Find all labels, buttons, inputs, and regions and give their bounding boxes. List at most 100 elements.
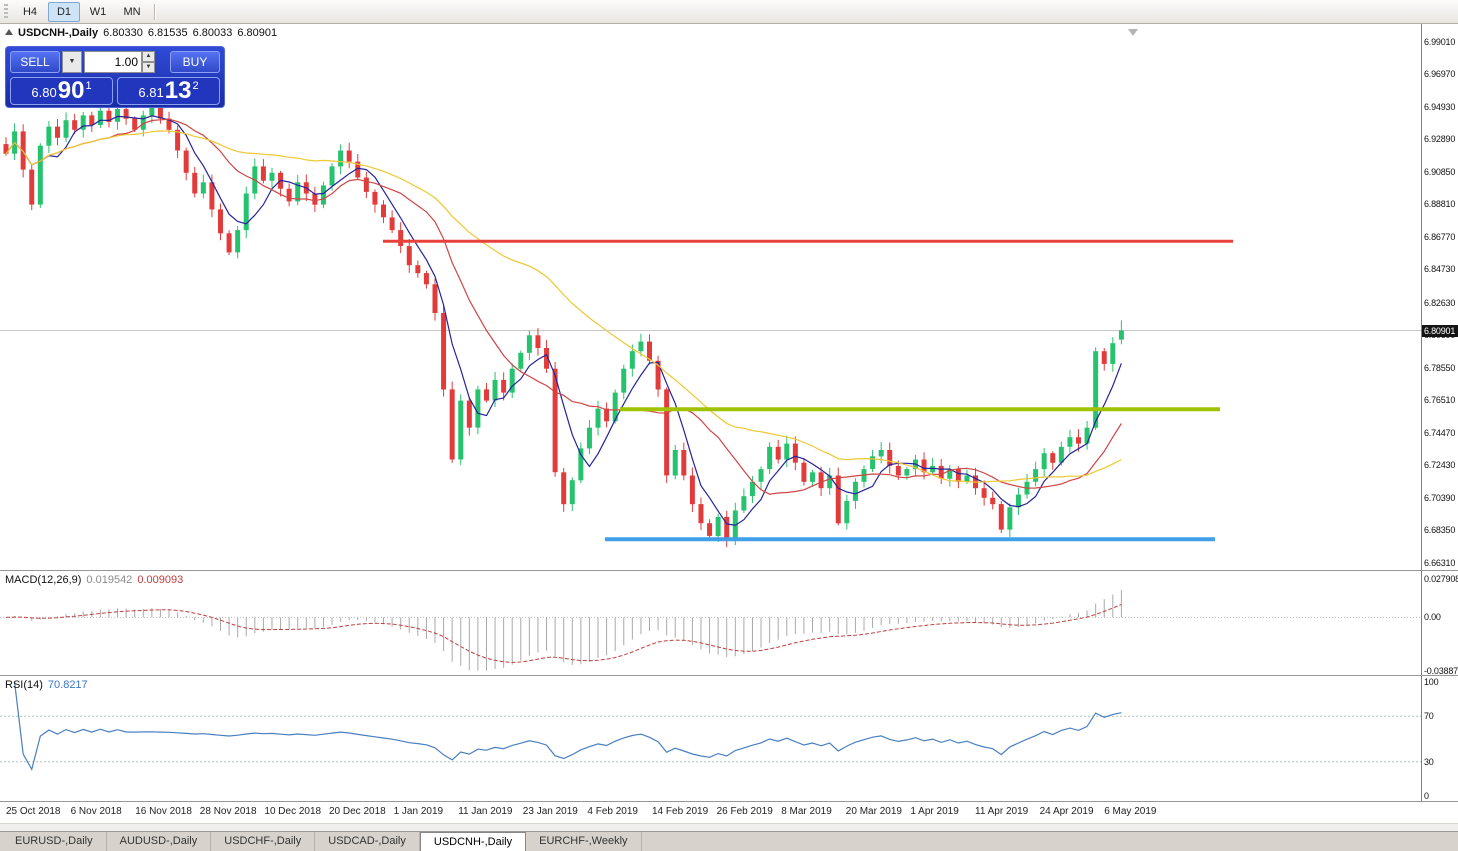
time-axis-label: 6 May 2019 bbox=[1104, 806, 1157, 817]
tab-audusd[interactable]: AUDUSD-,Daily bbox=[107, 832, 212, 851]
time-axis-label: 1 Jan 2019 bbox=[393, 806, 444, 817]
volume-dropdown-button[interactable]: ▼ bbox=[62, 51, 82, 73]
price-axis-label: 6.78550 bbox=[1424, 362, 1456, 373]
timeframe-toolbar: H4 D1 W1 MN bbox=[0, 0, 1458, 24]
time-axis-label: 16 Nov 2018 bbox=[135, 806, 192, 817]
timeframe-w1-button[interactable]: W1 bbox=[89, 5, 107, 18]
time-axis-label: 14 Feb 2019 bbox=[652, 806, 709, 817]
macd-label: MACD(12,26,9) bbox=[5, 574, 82, 586]
sell-price-pips: 90 bbox=[57, 77, 85, 104]
macd-axis-label: -0.03887 bbox=[1424, 666, 1458, 676]
rsi-axis-label: 100 bbox=[1424, 677, 1439, 687]
price-axis-label: 6.84730 bbox=[1424, 264, 1456, 275]
time-axis-label: 10 Dec 2018 bbox=[264, 806, 322, 817]
ohlc-low: 6.80033 bbox=[192, 27, 233, 39]
price-axis-label: 6.66310 bbox=[1424, 557, 1456, 568]
tab-usdcnh[interactable]: USDCNH-,Daily bbox=[419, 832, 527, 851]
rsi-axis-label: 70 bbox=[1424, 711, 1434, 722]
chart-shift-marker[interactable] bbox=[1128, 29, 1138, 36]
rsi-header: RSI(14) 70.8217 bbox=[5, 679, 93, 691]
tab-eurchf[interactable]: EURCHF-,Weekly bbox=[526, 832, 642, 851]
macd-value-signal: 0.009093 bbox=[137, 574, 184, 586]
timeframe-buttons: H4 D1 W1 MN bbox=[13, 1, 149, 22]
macd-panel: MACD(12,26,9) 0.019542 0.009093 0.027908 0.… bbox=[0, 570, 1458, 676]
one-click-collapse-icon[interactable] bbox=[5, 29, 13, 35]
tab-usdchf[interactable]: USDCHF-,Daily bbox=[211, 832, 316, 851]
current-price-tag: 6.80901 bbox=[1422, 324, 1458, 337]
ohlc-high: 6.81535 bbox=[147, 27, 188, 39]
buy-button[interactable]: BUY bbox=[170, 51, 220, 73]
time-axis-label: 25 Oct 2018 bbox=[6, 806, 61, 817]
main-chart-panel: USDCNH-,Daily 6.80330 6.81535 6.80033 6.8090… bbox=[0, 24, 1458, 570]
rsi-axis[interactable]: 100 70 30 0 bbox=[1421, 676, 1458, 801]
volume-input[interactable] bbox=[84, 51, 142, 73]
rsi-chart[interactable] bbox=[0, 676, 1421, 802]
time-axis-label: 20 Mar 2019 bbox=[845, 806, 902, 817]
time-axis-label: 6 Nov 2018 bbox=[70, 806, 122, 817]
price-axis[interactable]: 6.99010 6.96970 6.94930 6.92890 6.90850 6.888… bbox=[1421, 24, 1458, 570]
time-axis-label: 4 Feb 2019 bbox=[587, 806, 638, 817]
candlestick-chart[interactable] bbox=[0, 24, 1421, 570]
time-axis-label: 20 Dec 2018 bbox=[329, 806, 386, 817]
macd-header: MACD(12,26,9) 0.019542 0.009093 bbox=[5, 574, 188, 586]
rsi-panel: RSI(14) 70.8217 100 70 30 0 bbox=[0, 675, 1458, 801]
price-axis-label: 6.76510 bbox=[1424, 395, 1456, 406]
price-axis-label: 6.90850 bbox=[1424, 166, 1456, 177]
rsi-axis-label: 0 bbox=[1424, 791, 1429, 801]
time-axis[interactable]: 25 Oct 2018 6 Nov 2018 16 Nov 2018 28 Nov 2… bbox=[0, 801, 1458, 823]
time-axis-label: 1 Apr 2019 bbox=[910, 806, 959, 817]
chart-title: USDCNH-,Daily 6.80330 6.81535 6.80033 6.8090… bbox=[5, 27, 282, 39]
buy-price-pips: 13 bbox=[164, 77, 192, 104]
price-axis-label: 6.94930 bbox=[1424, 101, 1456, 112]
tab-eurusd[interactable]: EURUSD-,Daily bbox=[2, 832, 107, 851]
time-axis-label: 11 Jan 2019 bbox=[458, 806, 513, 817]
timeframe-d1-button[interactable]: D1 bbox=[48, 1, 80, 22]
price-axis-label: 6.99010 bbox=[1424, 37, 1456, 47]
macd-axis[interactable]: 0.027908 0.00 -0.03887 bbox=[1421, 571, 1458, 676]
chart-window: USDCNH-,Daily 6.80330 6.81535 6.80033 6.8090… bbox=[0, 24, 1458, 831]
volume-spinner: ▲ ▼ bbox=[142, 51, 155, 73]
macd-chart[interactable] bbox=[0, 571, 1421, 676]
price-axis-label: 6.86770 bbox=[1424, 231, 1456, 242]
sell-button[interactable]: SELL bbox=[10, 51, 60, 73]
time-axis-label: 24 Apr 2019 bbox=[1039, 806, 1094, 817]
chart-tab-bar: EURUSD-,Daily AUDUSD-,Daily USDCHF-,Daily U… bbox=[0, 831, 1458, 851]
price-axis-label: 6.96970 bbox=[1424, 69, 1456, 80]
rsi-label: RSI(14) bbox=[5, 679, 43, 691]
toolbar-grip[interactable] bbox=[4, 3, 8, 20]
price-axis-label: 6.82630 bbox=[1424, 297, 1456, 308]
chart-symbol-period: USDCNH-,Daily bbox=[18, 27, 99, 39]
macd-axis-label: 0.00 bbox=[1424, 612, 1441, 623]
price-axis-label: 6.88810 bbox=[1424, 199, 1456, 210]
macd-axis-label: 0.027908 bbox=[1424, 574, 1458, 584]
tab-usdcad[interactable]: USDCAD-,Daily bbox=[315, 832, 420, 851]
price-axis-label: 6.72430 bbox=[1424, 460, 1456, 471]
ohlc-close: 6.80901 bbox=[237, 27, 278, 39]
sell-price-base: 6.80 bbox=[31, 85, 57, 100]
macd-value-main: 0.019542 bbox=[86, 574, 133, 586]
rsi-value: 70.8217 bbox=[47, 679, 88, 691]
sell-price-point: 1 bbox=[85, 80, 92, 92]
buy-price-button[interactable]: 6.81 13 2 bbox=[117, 77, 220, 105]
time-axis-label: 26 Feb 2019 bbox=[716, 806, 773, 817]
buy-price-point: 2 bbox=[192, 80, 199, 92]
price-axis-label: 6.92890 bbox=[1424, 134, 1456, 145]
price-axis-label: 6.68350 bbox=[1424, 525, 1456, 536]
time-axis-label: 11 Apr 2019 bbox=[975, 806, 1029, 817]
volume-down-icon[interactable]: ▼ bbox=[142, 62, 155, 73]
time-axis-label: 23 Jan 2019 bbox=[522, 806, 578, 817]
time-axis-label: 28 Nov 2018 bbox=[199, 806, 257, 817]
time-axis-label: 8 Mar 2019 bbox=[781, 806, 832, 817]
timeframe-h4-button[interactable]: H4 bbox=[22, 5, 38, 18]
price-axis-label: 6.74470 bbox=[1424, 427, 1456, 438]
rsi-axis-label: 30 bbox=[1424, 756, 1434, 767]
sell-price-button[interactable]: 6.80 90 1 bbox=[10, 77, 113, 105]
toolbar-separator bbox=[154, 3, 155, 20]
volume-up-icon[interactable]: ▲ bbox=[142, 51, 155, 62]
one-click-trading-panel: SELL ▼ ▲ ▼ BUY 6.80 90 1 6.81 13 2 bbox=[5, 46, 225, 108]
buy-price-base: 6.81 bbox=[138, 85, 164, 100]
timeframe-mn-button[interactable]: MN bbox=[123, 5, 141, 18]
ohlc-open: 6.80330 bbox=[103, 27, 143, 39]
horizontal-scrollbar[interactable] bbox=[0, 823, 1458, 831]
price-axis-label: 6.70390 bbox=[1424, 492, 1456, 503]
